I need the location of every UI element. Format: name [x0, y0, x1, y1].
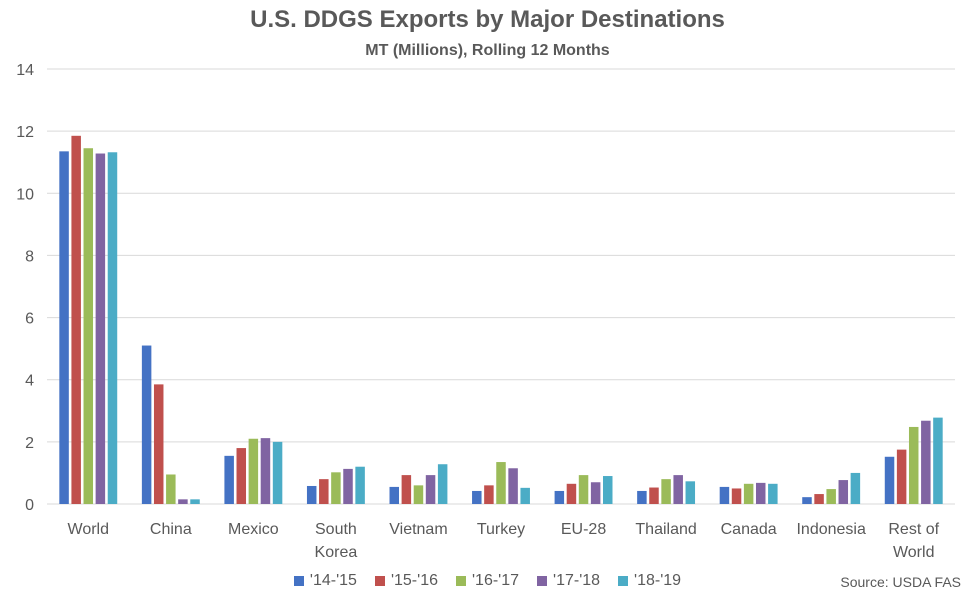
bar: [306, 485, 317, 504]
y-tick-label: 14: [16, 62, 34, 79]
bar: [685, 481, 696, 504]
bar: [743, 483, 754, 504]
bar: [355, 466, 365, 504]
chart-title: U.S. DDGS Exports by Major Destinations: [250, 6, 725, 33]
legend-swatch: [618, 576, 629, 586]
bar: [190, 499, 200, 504]
legend-swatch: [374, 576, 385, 586]
bar: [838, 480, 849, 504]
bar: [319, 479, 329, 504]
bar: [224, 455, 234, 504]
x-tick-label: Turkey: [477, 521, 525, 538]
legend-item: '18-'19: [618, 572, 681, 590]
bar: [637, 490, 647, 504]
legend-swatch: [537, 576, 548, 586]
bar: [83, 148, 94, 504]
x-tick-label: World: [893, 544, 935, 561]
x-tick-label: Rest of: [888, 521, 939, 538]
bar: [107, 152, 118, 504]
x-tick-label: Korea: [315, 544, 358, 561]
y-tick-label: 6: [25, 311, 34, 328]
bar: [425, 475, 436, 504]
legend-label: '17-'18: [553, 572, 601, 589]
bar: [578, 475, 589, 504]
bar: [59, 151, 69, 504]
bar: [554, 490, 565, 504]
x-tick-label: Indonesia: [796, 521, 865, 538]
legend-swatch: [455, 576, 466, 586]
y-tick-label: 8: [25, 248, 34, 265]
bar: [768, 483, 778, 504]
legend-item: '16-'17: [455, 572, 520, 590]
bar: [673, 475, 683, 504]
bar: [153, 384, 164, 504]
legend-item: '14-'15: [293, 572, 357, 590]
bar: [590, 482, 601, 504]
bar: [508, 468, 518, 504]
bar: [141, 345, 152, 504]
bar: [520, 487, 530, 504]
bar: [178, 499, 188, 504]
legend-item: '17-'18: [537, 572, 600, 590]
x-tick-label: Thailand: [635, 521, 696, 538]
bar: [472, 490, 482, 504]
bar: [884, 456, 895, 504]
legend-label: '15-'16: [390, 572, 438, 589]
legend-label: '18-'19: [634, 572, 682, 589]
bar: [272, 441, 283, 504]
x-tick-label: World: [68, 521, 110, 538]
bar: [826, 489, 836, 504]
bar: [814, 494, 824, 504]
y-tick-label: 12: [16, 124, 34, 141]
bar: [236, 448, 247, 504]
bar: [896, 449, 907, 504]
x-tick-label: Vietnam: [389, 521, 447, 538]
bar: [755, 482, 766, 504]
x-tick-label: Canada: [721, 521, 777, 538]
bar: [566, 483, 577, 504]
legend-item: '15-'16: [374, 572, 438, 590]
x-tick-label: China: [150, 521, 192, 538]
bar: [413, 485, 424, 504]
legend-swatch: [293, 576, 304, 586]
bar: [166, 474, 176, 504]
bar: [649, 487, 659, 504]
bar: [401, 475, 412, 504]
y-tick-label: 2: [25, 435, 34, 452]
bar: [802, 497, 812, 504]
legend-label: '16-'17: [471, 572, 520, 589]
source-note: Source: USDA FAS: [840, 574, 961, 590]
bar: [71, 135, 81, 504]
x-tick-label: South: [315, 521, 357, 538]
bar: [921, 420, 931, 504]
bar: [260, 438, 271, 504]
bar: [389, 486, 400, 504]
bar: [343, 468, 353, 504]
bar: [437, 464, 448, 504]
bar: [95, 153, 106, 504]
y-tick-label: 10: [16, 186, 34, 203]
bar: [933, 417, 943, 504]
bar: [719, 486, 730, 504]
bar: [731, 488, 742, 504]
bar: [248, 438, 259, 504]
bar: [602, 476, 613, 504]
chart-legend: '14-'15 '15-'16 '16-'17 '17-'18 '18-'19: [0, 572, 975, 590]
bar: [661, 479, 671, 504]
bar: [496, 462, 506, 504]
y-tick-label: 0: [25, 497, 34, 514]
legend-label: '14-'15: [309, 572, 357, 589]
x-tick-label: Mexico: [228, 521, 279, 538]
x-tick-label: EU-28: [561, 521, 606, 538]
bar: [850, 472, 861, 504]
bar: [331, 472, 341, 504]
chart-subtitle: MT (Millions), Rolling 12 Months: [365, 42, 610, 59]
y-tick-label: 4: [25, 373, 34, 390]
bar: [908, 426, 919, 504]
bar: [484, 485, 494, 504]
